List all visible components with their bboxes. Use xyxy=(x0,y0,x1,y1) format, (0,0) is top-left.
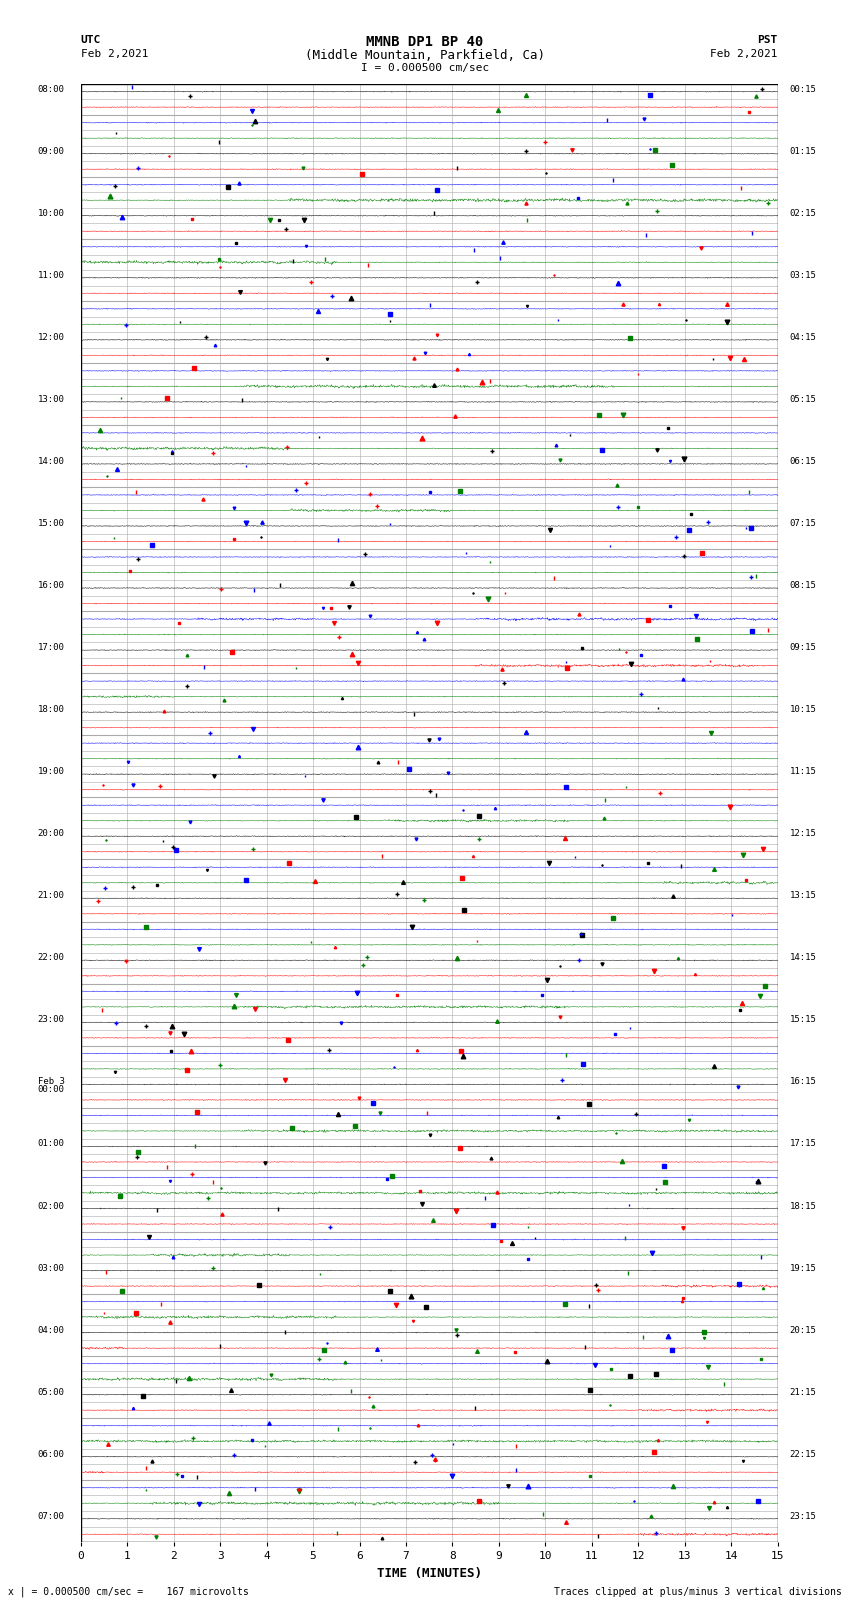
Text: 22:15: 22:15 xyxy=(790,1450,816,1458)
Text: 15:15: 15:15 xyxy=(790,1016,816,1024)
Text: 06:00: 06:00 xyxy=(37,1450,65,1458)
Text: 12:15: 12:15 xyxy=(790,829,816,839)
Text: 13:15: 13:15 xyxy=(790,892,816,900)
Text: 12:00: 12:00 xyxy=(37,332,65,342)
Text: MMNB DP1 BP 40: MMNB DP1 BP 40 xyxy=(366,35,484,48)
Text: UTC: UTC xyxy=(81,35,101,45)
Text: 17:00: 17:00 xyxy=(37,644,65,652)
Text: (Middle Mountain, Parkfield, Ca): (Middle Mountain, Parkfield, Ca) xyxy=(305,50,545,63)
Text: 04:00: 04:00 xyxy=(37,1326,65,1334)
Text: 20:00: 20:00 xyxy=(37,829,65,839)
Text: 09:00: 09:00 xyxy=(37,147,65,156)
Text: 14:00: 14:00 xyxy=(37,456,65,466)
Text: Feb 3: Feb 3 xyxy=(37,1077,65,1087)
Text: 08:00: 08:00 xyxy=(37,84,65,94)
Text: I = 0.000500 cm/sec: I = 0.000500 cm/sec xyxy=(361,63,489,73)
Text: 04:15: 04:15 xyxy=(790,332,816,342)
Text: 18:15: 18:15 xyxy=(790,1202,816,1210)
Text: 06:15: 06:15 xyxy=(790,456,816,466)
Text: 07:15: 07:15 xyxy=(790,519,816,527)
Text: 21:00: 21:00 xyxy=(37,892,65,900)
Text: 01:15: 01:15 xyxy=(790,147,816,156)
Text: 15:00: 15:00 xyxy=(37,519,65,527)
Text: 16:00: 16:00 xyxy=(37,581,65,590)
Text: 10:00: 10:00 xyxy=(37,208,65,218)
X-axis label: TIME (MINUTES): TIME (MINUTES) xyxy=(377,1566,482,1579)
Text: 11:00: 11:00 xyxy=(37,271,65,279)
Text: 00:00: 00:00 xyxy=(37,1086,65,1094)
Text: 19:00: 19:00 xyxy=(37,768,65,776)
Text: 10:15: 10:15 xyxy=(790,705,816,715)
Text: 18:00: 18:00 xyxy=(37,705,65,715)
Text: 05:15: 05:15 xyxy=(790,395,816,403)
Text: 20:15: 20:15 xyxy=(790,1326,816,1334)
Text: Traces clipped at plus/minus 3 vertical divisions: Traces clipped at plus/minus 3 vertical … xyxy=(553,1587,842,1597)
Text: 03:15: 03:15 xyxy=(790,271,816,279)
Text: 02:15: 02:15 xyxy=(790,208,816,218)
Text: 21:15: 21:15 xyxy=(790,1387,816,1397)
Text: 14:15: 14:15 xyxy=(790,953,816,963)
Text: 00:15: 00:15 xyxy=(790,84,816,94)
Text: Feb 2,2021: Feb 2,2021 xyxy=(81,50,148,60)
Text: 01:00: 01:00 xyxy=(37,1139,65,1148)
Text: 05:00: 05:00 xyxy=(37,1387,65,1397)
Text: 03:00: 03:00 xyxy=(37,1263,65,1273)
Text: 11:15: 11:15 xyxy=(790,768,816,776)
Text: 08:15: 08:15 xyxy=(790,581,816,590)
Text: Feb 2,2021: Feb 2,2021 xyxy=(711,50,778,60)
Text: 19:15: 19:15 xyxy=(790,1263,816,1273)
Text: 09:15: 09:15 xyxy=(790,644,816,652)
Text: 17:15: 17:15 xyxy=(790,1139,816,1148)
Text: 07:00: 07:00 xyxy=(37,1511,65,1521)
Text: 13:00: 13:00 xyxy=(37,395,65,403)
Text: 02:00: 02:00 xyxy=(37,1202,65,1210)
Text: 16:15: 16:15 xyxy=(790,1077,816,1087)
Text: 22:00: 22:00 xyxy=(37,953,65,963)
Text: 23:15: 23:15 xyxy=(790,1511,816,1521)
Text: x | = 0.000500 cm/sec =    167 microvolts: x | = 0.000500 cm/sec = 167 microvolts xyxy=(8,1586,249,1597)
Text: 23:00: 23:00 xyxy=(37,1016,65,1024)
Text: PST: PST xyxy=(757,35,778,45)
